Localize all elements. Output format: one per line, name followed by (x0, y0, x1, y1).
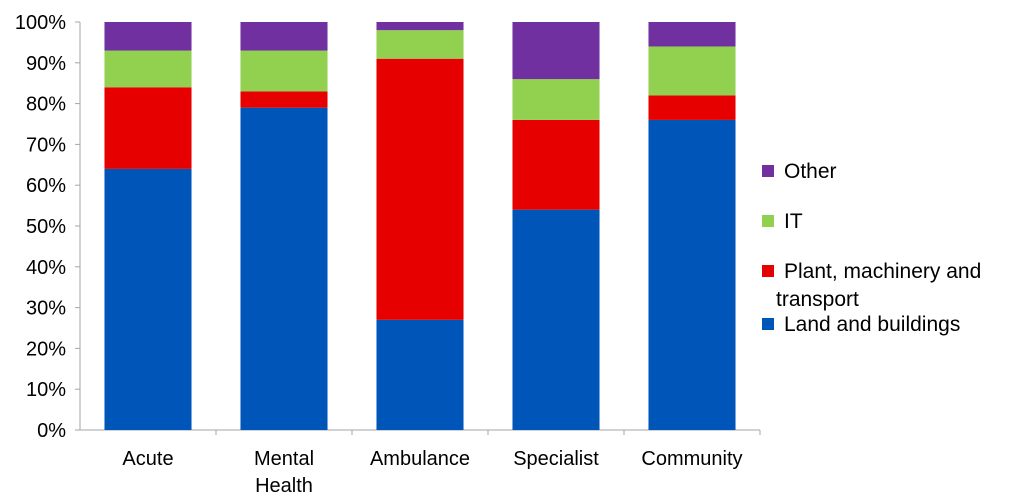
bar-segment (512, 22, 600, 80)
x-category-label: Ambulance (370, 448, 470, 470)
bar-segment (376, 319, 464, 430)
y-tick-label: 10% (26, 379, 66, 401)
y-tick-label: 60% (26, 175, 66, 197)
y-tick-label: 20% (26, 338, 66, 360)
bar-segment (648, 119, 736, 431)
bar-segment (512, 209, 600, 430)
bar-segment (648, 46, 736, 96)
legend-label: Land and buildings (784, 313, 960, 336)
bar-segment (240, 91, 328, 108)
bar-segment (512, 79, 600, 120)
x-category-label: Acute (122, 448, 173, 470)
x-category-label: Mental Health (254, 448, 314, 497)
x-category-label: Community (641, 448, 742, 470)
bar-segment (648, 95, 736, 120)
y-tick-label: 100% (15, 12, 66, 34)
y-tick-label: 50% (26, 216, 66, 238)
bar-segment (104, 87, 192, 169)
legend-label: Other (784, 160, 837, 183)
legend-swatch (762, 165, 774, 177)
bar-segment (104, 168, 192, 430)
bar-segment (104, 50, 192, 88)
legend-swatch (762, 215, 774, 227)
bar-segment (104, 22, 192, 51)
legend-swatch (762, 318, 774, 330)
bar-segment (648, 22, 736, 47)
y-tick-label: 30% (26, 298, 66, 320)
x-category-label: Specialist (513, 448, 599, 470)
y-tick-label: 90% (26, 53, 66, 75)
y-tick-label: 40% (26, 257, 66, 279)
bar-segment (240, 50, 328, 92)
y-tick-label: 70% (26, 134, 66, 156)
bar-segment (512, 119, 600, 210)
bar-segment (240, 22, 328, 51)
legend-label: IT (784, 210, 803, 233)
y-tick-label: 0% (37, 420, 66, 442)
legend-swatch (762, 265, 774, 277)
y-tick-label: 80% (26, 94, 66, 116)
bar-segment (240, 107, 328, 431)
bar-segment (376, 58, 464, 320)
bar-segment (376, 22, 464, 31)
legend-label: Plant, machinery and transport (776, 260, 981, 311)
bar-segment (376, 30, 464, 59)
